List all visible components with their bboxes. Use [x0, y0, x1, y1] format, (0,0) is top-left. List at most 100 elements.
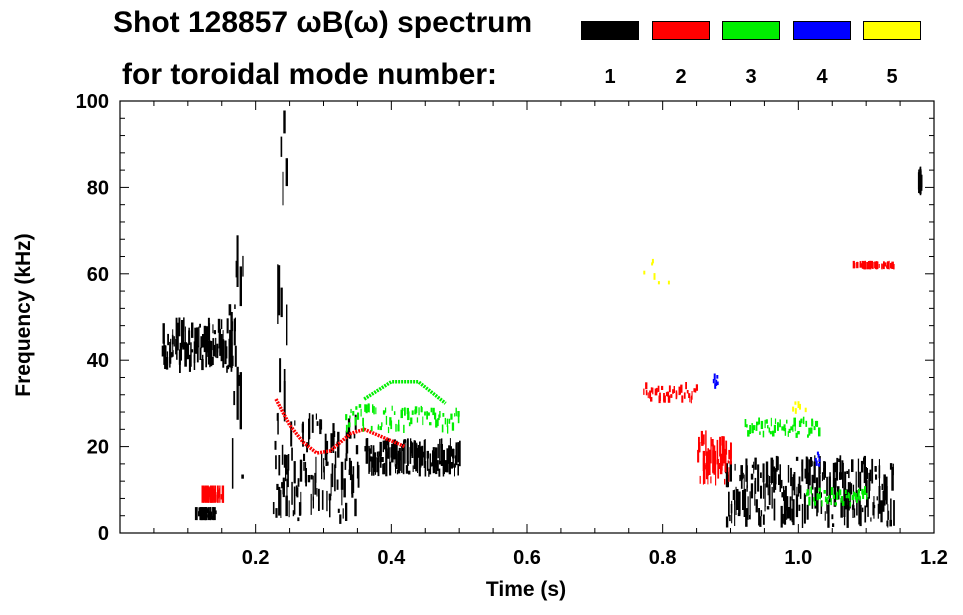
mode-1-mark — [839, 472, 842, 480]
mode-1-mark — [817, 494, 819, 513]
mode-3-mark — [807, 434, 809, 438]
chart-title-line1: Shot 128857 ωB(ω) spectrum — [113, 6, 533, 39]
mode-1-mark — [781, 513, 784, 524]
mode-2-mark — [643, 388, 645, 395]
mode-1-mark — [846, 504, 849, 528]
mode-1-mark — [307, 475, 311, 483]
mode-1-mark — [207, 507, 210, 521]
mode-1-mark — [167, 333, 169, 346]
mode-1-mark — [795, 456, 799, 461]
mode-1-mark — [820, 500, 823, 514]
mode-2-mark — [647, 392, 649, 399]
mode-1-mark — [193, 354, 196, 370]
mode-1-mark — [920, 174, 923, 191]
mode-2-mark — [699, 475, 701, 484]
mode-3-mark — [813, 426, 816, 431]
mode-1-mark — [328, 493, 332, 501]
mode-1-mark — [310, 474, 313, 480]
mode-1-mark — [874, 466, 877, 472]
mode-1-mark — [803, 494, 806, 524]
mode-1-mark — [215, 510, 217, 515]
mode-3-mark — [849, 502, 852, 507]
mode-1-mark — [743, 474, 745, 490]
mode-2-mark — [697, 449, 700, 463]
mode-1-mark — [405, 440, 407, 464]
mode-1-mark — [230, 322, 233, 372]
mode-1-mark — [228, 351, 230, 361]
mode-2-mark — [688, 393, 691, 398]
mode-1-mark — [766, 506, 770, 510]
mode-1-mark — [220, 334, 223, 355]
mode-1-mark — [353, 434, 356, 439]
mode-1-mark — [169, 341, 171, 368]
mode-3-mark — [824, 496, 827, 503]
mode-2-mark — [714, 450, 717, 466]
mode-3-mark — [781, 426, 784, 431]
mode-1-mark — [207, 340, 211, 365]
legend-label-mode-2: 2 — [675, 66, 687, 88]
mode-2-mark — [722, 444, 725, 464]
mode-3-mark — [797, 431, 800, 435]
mode-1-mark — [728, 491, 730, 517]
mode-1-mark — [767, 474, 769, 496]
mode-1-mark — [449, 438, 451, 450]
mode-3-mark — [806, 489, 810, 496]
mode-1-mark — [407, 438, 409, 466]
mode-1-mark — [378, 451, 380, 463]
mode-2-feature-0 — [274, 398, 406, 455]
mode-1-mark — [210, 511, 213, 518]
mode-1-mark — [859, 504, 862, 527]
mode-1-mark — [882, 490, 885, 512]
mode-1-mark — [745, 458, 748, 482]
mode-3-mark — [802, 416, 805, 425]
mode-1-mark — [296, 487, 299, 498]
mode-1-mark — [212, 507, 214, 520]
mode-3-mark — [815, 420, 819, 427]
mode-3-mark — [819, 492, 821, 500]
mode-5-dot — [657, 281, 660, 285]
mode-1-mark — [762, 514, 765, 525]
mode-1-mark — [391, 452, 394, 463]
mode-3-mark — [773, 424, 776, 433]
mode-2-mark — [728, 471, 730, 482]
mode-2-mark — [209, 486, 211, 503]
mode-1-mark — [743, 488, 747, 517]
mode-3-mark — [385, 415, 388, 425]
mode-3-mark — [364, 404, 367, 412]
mode-1-mark — [785, 485, 787, 502]
mode-1-mark — [348, 469, 351, 475]
mode-1-mark — [382, 440, 384, 453]
mode-2-mark — [649, 390, 652, 399]
mode-1-mark — [285, 495, 288, 517]
legend-swatch-mode-2 — [652, 21, 710, 40]
mode-1-mark — [429, 464, 432, 467]
mode-3-mark — [864, 486, 866, 495]
mode-3-mark — [349, 415, 351, 419]
mode-4-dot — [814, 457, 817, 462]
mode-1-mark — [212, 344, 216, 357]
mode-2-feature-4 — [852, 260, 895, 270]
mode-1-mark — [818, 475, 821, 495]
mode-1-mark — [769, 476, 771, 492]
mode-1-mark — [371, 456, 373, 476]
mode-4-dot — [714, 383, 717, 389]
mode-1-mark — [455, 442, 458, 466]
mode-1-mark — [436, 460, 439, 471]
mode-5-feature-0 — [643, 258, 670, 285]
mode-1-mark — [849, 481, 851, 509]
mode-1-mark — [753, 461, 755, 474]
mode-3-mark — [830, 487, 834, 496]
mode-1-mark — [368, 445, 370, 474]
mode-1-mark — [376, 457, 379, 473]
mode-1-mark — [783, 486, 785, 501]
mode-1-mark — [740, 465, 743, 480]
mode-4-dot — [716, 381, 719, 386]
mode-1-mark — [209, 507, 212, 521]
mode-1-mark — [382, 463, 385, 475]
mode-1-mark — [791, 477, 793, 501]
mode-1-mark — [831, 514, 834, 520]
mode-2-mark — [868, 261, 870, 270]
mode-1-mark — [422, 451, 425, 458]
mode-1-mark — [804, 468, 807, 479]
mode-1-mark — [216, 346, 219, 353]
